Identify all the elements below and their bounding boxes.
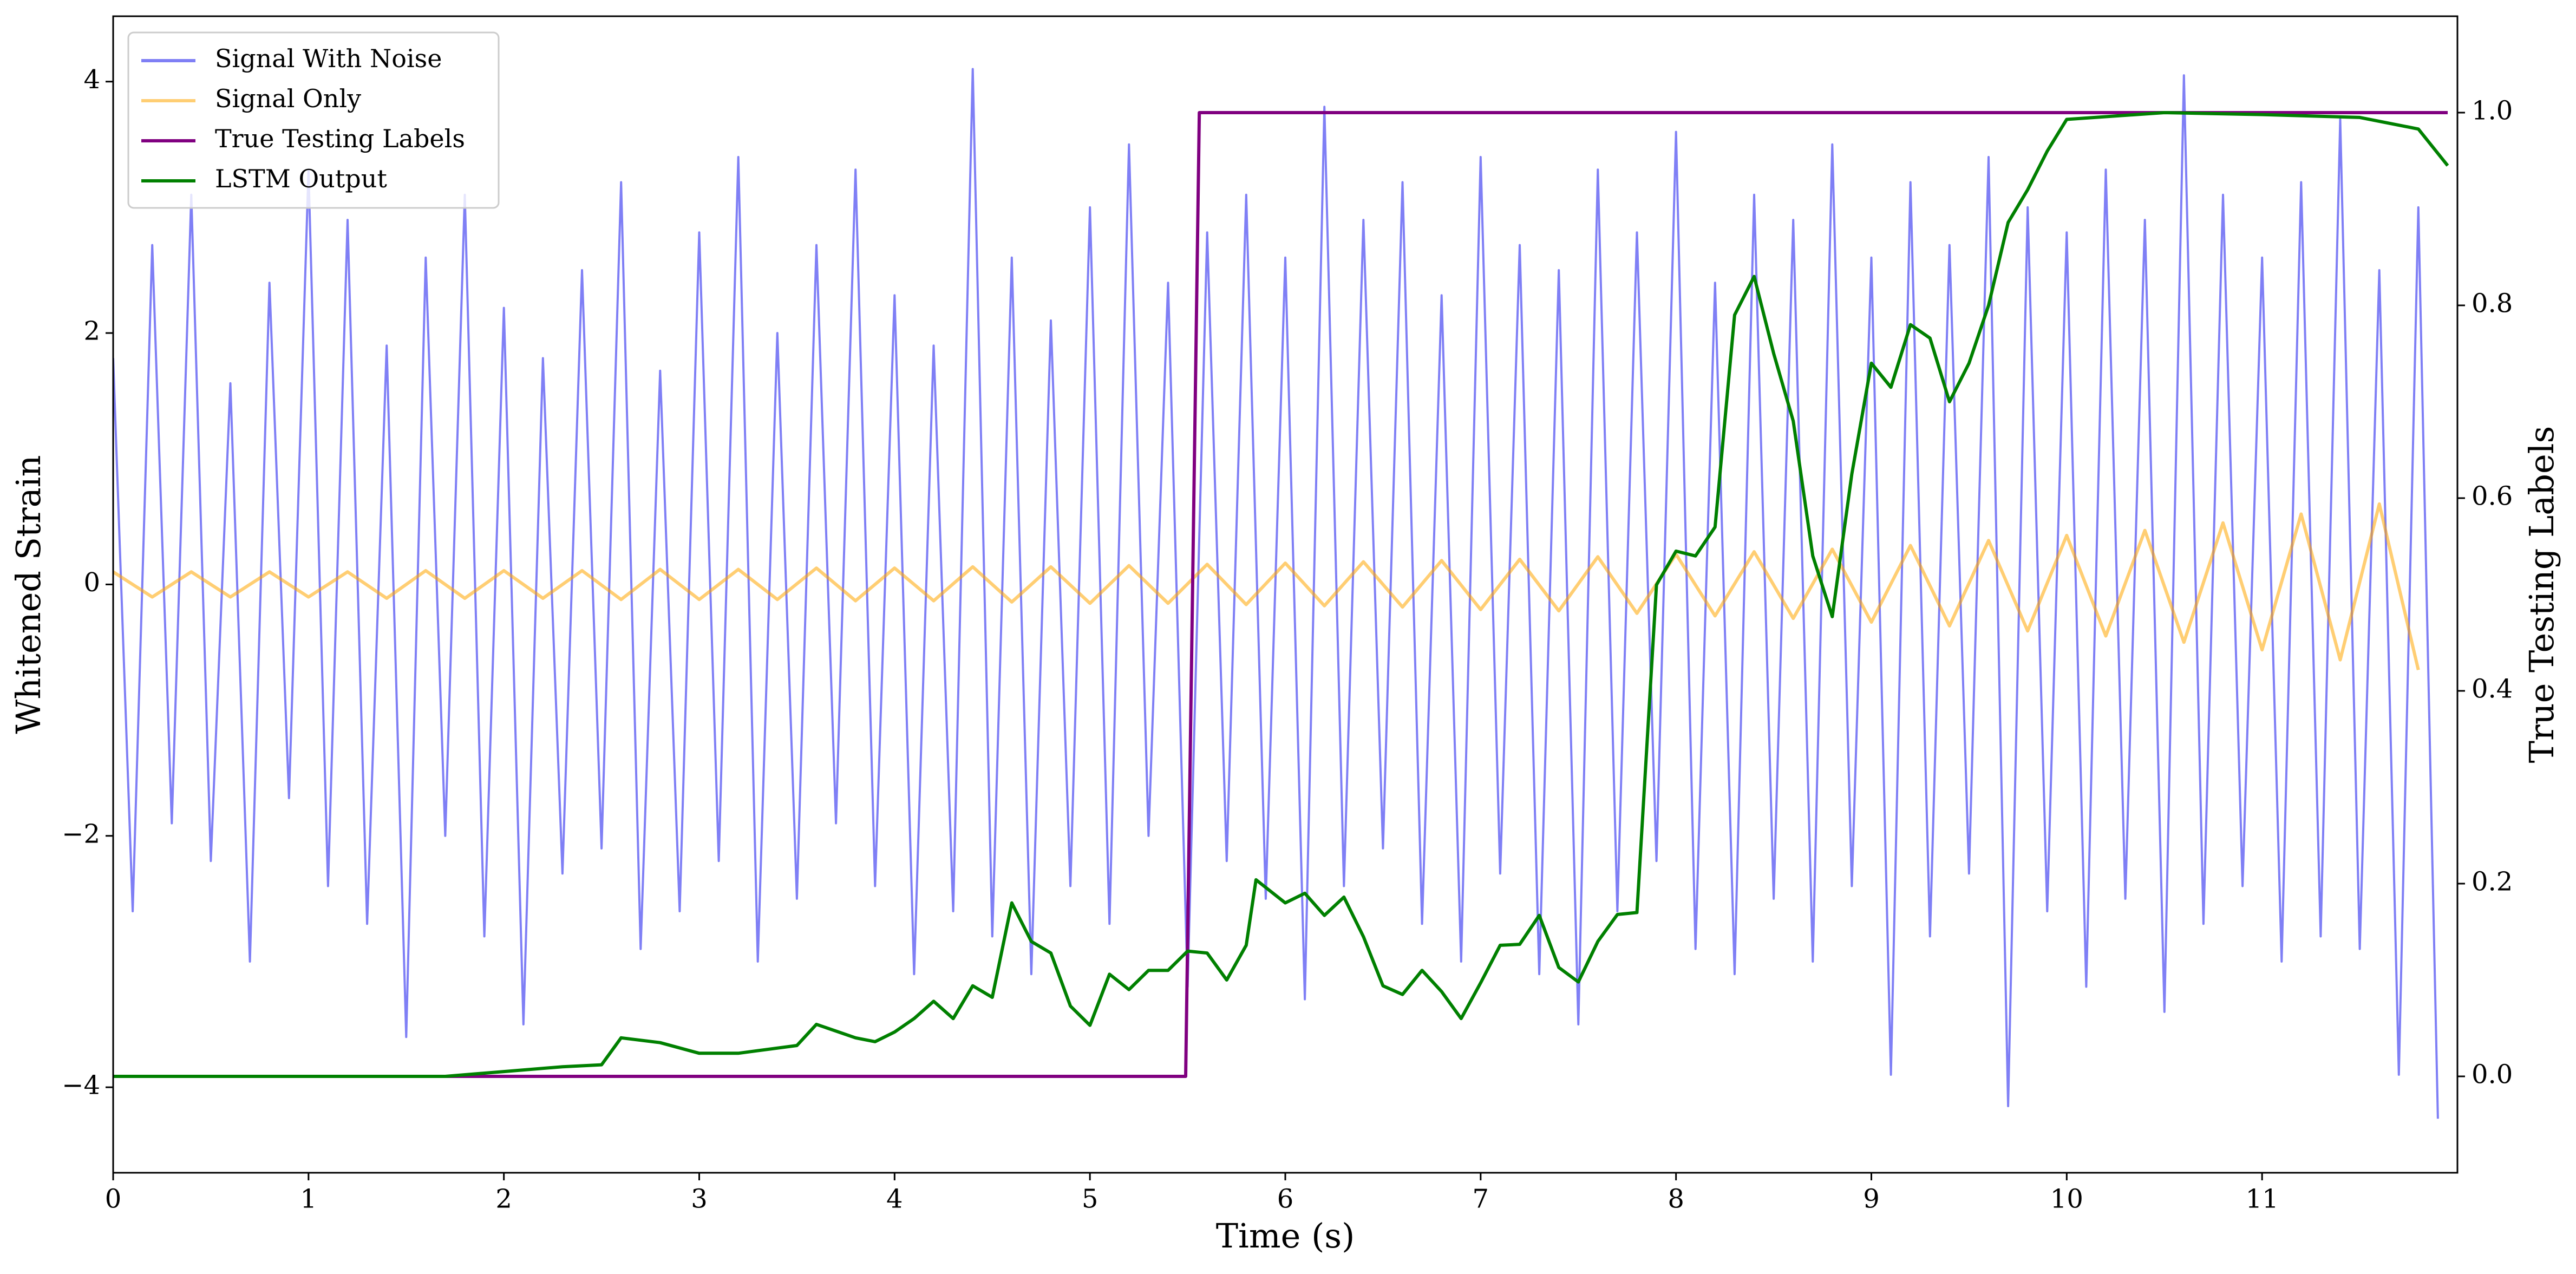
x-tick-label: 9 [1863, 1184, 1880, 1214]
series-line [113, 68, 2439, 1119]
x-tick-label: 1 [300, 1184, 317, 1214]
y-tick-label: −4 [62, 1070, 100, 1101]
series-line [113, 111, 2448, 1078]
series-line [113, 111, 2449, 1078]
x-tick-label: 11 [2246, 1184, 2279, 1214]
plot-lines [113, 68, 2449, 1119]
y-axis-label: Whitened Strain [9, 455, 48, 734]
x-tick-label: 0 [105, 1184, 122, 1214]
x-tick-label: 8 [1668, 1184, 1684, 1214]
y-tick-label: 2 [83, 316, 100, 347]
legend-box [127, 31, 500, 209]
y-tick-label: 4 [83, 64, 100, 95]
y2-tick-label: 0.0 [2472, 1060, 2513, 1090]
x-tick-label: 4 [886, 1184, 903, 1214]
legend-label: Signal With Noise [215, 44, 442, 73]
y-tick-label: 0 [83, 567, 100, 598]
y2-axis-label: True Testing Labels [2522, 426, 2561, 763]
x-tick-label: 7 [1473, 1184, 1489, 1214]
x-tick-label: 6 [1277, 1184, 1294, 1214]
x-tick-label: 2 [495, 1184, 512, 1214]
x-tick-label: 10 [2050, 1184, 2083, 1214]
y2-tick-label: 0.8 [2472, 289, 2513, 319]
series-line [113, 502, 2420, 670]
y-tick-label: −2 [62, 819, 100, 849]
y2-tick-label: 0.2 [2472, 867, 2513, 897]
legend-label: Signal Only [215, 84, 361, 113]
x-tick-label: 5 [1082, 1184, 1099, 1214]
legend-label: True Testing Labels [215, 124, 465, 153]
y2-tick-label: 0.4 [2472, 674, 2513, 704]
y2-tick-label: 1.0 [2472, 96, 2513, 126]
legend-label: LSTM Output [215, 164, 387, 193]
x-tick-label: 3 [691, 1184, 708, 1214]
x-axis-label: Time (s) [1216, 1216, 1355, 1256]
y2-tick-label: 0.6 [2472, 481, 2513, 512]
